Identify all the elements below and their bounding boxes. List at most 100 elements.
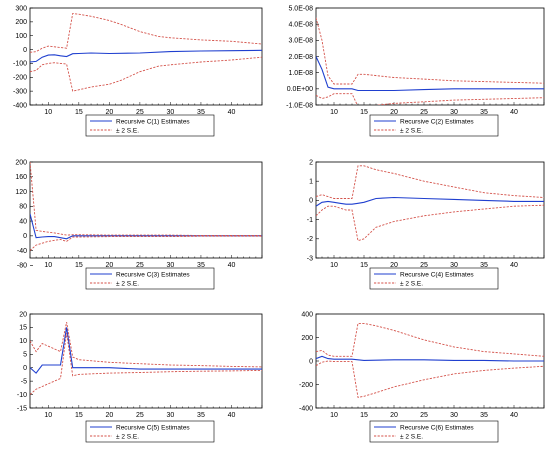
y-tick-label: -5 [21,378,27,385]
y-tick-label: 200 [15,19,27,26]
y-tick-label: 5.0E-08 [288,5,313,12]
estimate-line [30,49,262,63]
y-tick-label: -40 [17,248,27,255]
x-tick-label: 20 [390,262,398,269]
legend-frame [369,114,499,137]
legend-label: Recursive C(4) Estimates [400,271,474,278]
se-band-line [30,56,262,92]
x-tick-label: 35 [197,109,205,116]
estimate-line [316,56,544,92]
x-tick-label: 10 [44,412,52,419]
y-tick-label: -200 [299,382,313,389]
legend-label: ± 2 S.E. [400,127,423,134]
estimate-line [316,196,544,207]
x-tick-label: 20 [390,109,398,116]
legend-label: ± 2 S.E. [116,280,139,287]
x-tick-label: 20 [390,412,398,419]
legend-label: ± 2 S.E. [400,280,423,287]
x-tick-label: 25 [136,412,144,419]
x-tick-label: 25 [136,262,144,269]
x-tick-label: 35 [197,262,205,269]
x-tick-label: 15 [360,412,368,419]
legend: Recursive C(6) Estimates ± 2 S.E. [369,420,499,443]
series-group [316,165,544,242]
x-tick-label: 10 [330,109,338,116]
x-tick-label: 25 [136,109,144,116]
x-tick-label: 30 [450,262,458,269]
y-tick-label: 20 [19,311,27,318]
se-band-line [30,162,262,236]
chart-panel-5: 20 15 10 5 0 -5 -10 -15 10 15 20 25 30 35 40 Recursive … [17,311,263,443]
legend: Recursive C(1) Estimates ± 2 S.E. [85,114,215,137]
se-band-line [316,165,544,199]
x-tick-label: 30 [167,412,175,419]
plot-frame [315,7,545,106]
se-band-line [30,322,262,368]
y-tick-label: 4.0E-08 [288,21,313,28]
y-tick-label: -100 [13,61,27,68]
y-tick-label: -1 [307,217,313,224]
estimate-line [30,327,262,374]
y-tick-label: 0 [309,358,313,365]
y-tick-label: 200 [15,159,27,166]
se-band-line [30,332,262,395]
y-tick-label: 120 [15,189,27,196]
legend-label: ± 2 S.E. [116,433,139,440]
chart-panel-2: 5.0E-08 4.0E-08 3.0E-08 2.0E-08 1.0E-08 0.0E+… [286,5,545,137]
y-tick-label: 100 [15,33,27,40]
legend-frame [369,267,499,290]
x-tick-label: 20 [105,109,113,116]
legend-label: Recursive C(5) Estimates [116,424,190,431]
x-tick-label: 25 [420,262,428,269]
x-tick-label: 40 [228,412,236,419]
x-tick-label: 10 [330,412,338,419]
y-tick-label: 5 [23,352,27,359]
se-band-line [316,360,544,398]
y-tick-label: 2.0E-08 [288,54,313,61]
x-tick-label: 20 [105,262,113,269]
x-tick-label: 15 [360,109,368,116]
x-tick-label: 40 [228,109,236,116]
legend-frame [85,420,215,443]
se-band-line [316,204,544,242]
y-tick-label: -10 [17,392,27,399]
x-tick-label: 30 [167,262,175,269]
legend-label: Recursive C(3) Estimates [116,271,190,278]
x-tick-label: 25 [420,109,428,116]
series-group [30,162,262,251]
y-tick-label: 40 [19,218,27,225]
y-tick-label: -15 [17,405,27,412]
y-tick-label: 2 [309,159,313,166]
x-tick-label: 40 [510,412,518,419]
x-tick-label: 35 [480,262,488,269]
x-tick-label: 40 [510,262,518,269]
legend-frame [369,420,499,443]
se-band-line [316,93,544,105]
y-tick-label: -400 [299,405,313,412]
y-tick-label: -80 [17,263,27,270]
legend-label: ± 2 S.E. [116,127,139,134]
y-tick-label: -2 [307,236,313,243]
x-tick-label: 10 [44,109,52,116]
estimate-line [316,355,544,362]
y-tick-label: 3.0E-08 [288,38,313,45]
legend-label: Recursive C(6) Estimates [400,424,474,431]
x-tick-label: 15 [75,262,83,269]
y-tick-label: 400 [301,311,313,318]
y-tick-label: 200 [301,335,313,342]
legend: Recursive C(3) Estimates ± 2 S.E. [85,267,215,290]
y-tick-label: 300 [15,5,27,12]
legend-label: Recursive C(2) Estimates [400,118,474,125]
x-tick-label: 15 [75,412,83,419]
chart-panel-6: 400 200 0 -200 -400 10 15 20 25 30 35 40 Recursive C… [299,311,545,443]
x-tick-label: 20 [105,412,113,419]
chart-panel-3: 200 160 120 80 40 0 -40 -80 10 15 20 25 30 35 40 Recurs… [15,159,263,290]
x-tick-label: 10 [330,262,338,269]
series-group [316,322,544,398]
legend-label: ± 2 S.E. [400,433,423,440]
se-band-line [316,17,544,85]
x-tick-label: 10 [44,262,52,269]
x-tick-label: 35 [480,109,488,116]
